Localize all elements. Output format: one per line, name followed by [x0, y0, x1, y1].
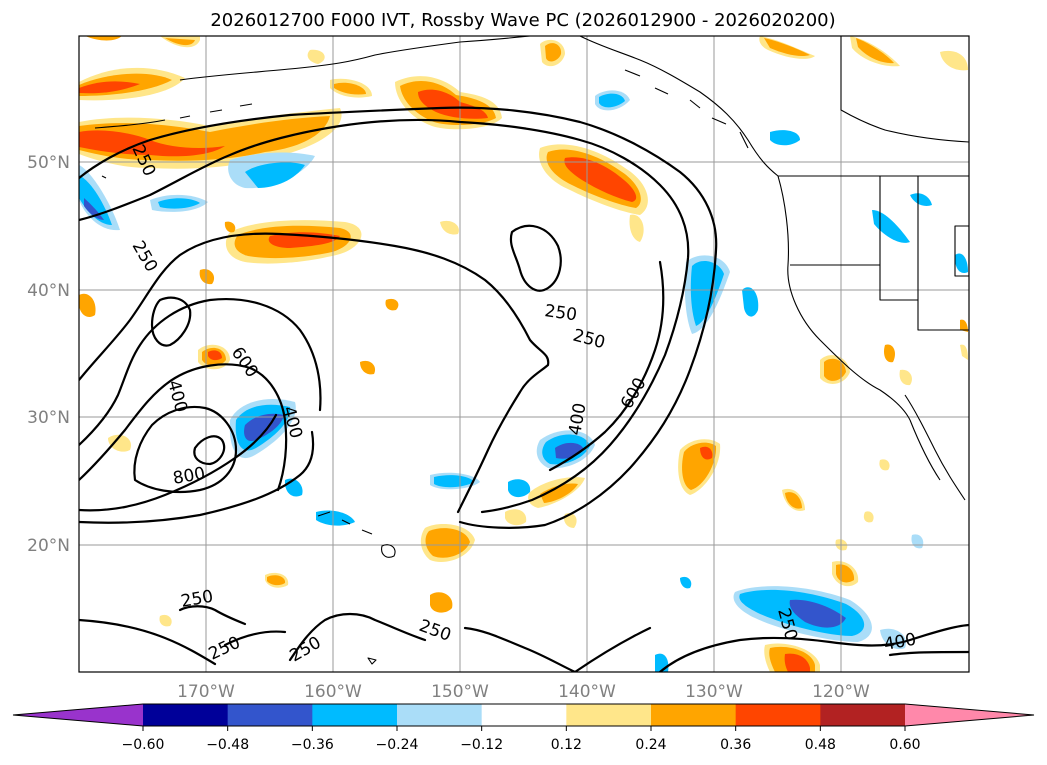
colorbar-segment	[735, 704, 821, 726]
colorbar-segment	[397, 704, 483, 726]
map-frame	[78, 35, 970, 673]
colorbar-tick-label: −0.60	[122, 737, 165, 753]
colorbar-segment	[481, 704, 567, 726]
colorbar-segment	[227, 704, 313, 726]
lat-label: 50°N	[27, 153, 70, 173]
colorbar-tick-label: −0.24	[376, 737, 419, 753]
lon-label: 170°W	[177, 682, 235, 702]
colorbar-tick-label: 0.24	[635, 737, 666, 753]
ivt-contours	[79, 106, 969, 672]
colorbar-tick-label: 0.12	[551, 737, 582, 753]
latitude-labels: 50°N 40°N 30°N 20°N	[27, 153, 70, 556]
graticule	[79, 36, 969, 672]
plot-title: 2026012700 F000 IVT, Rossby Wave PC (202…	[210, 10, 835, 31]
colorbar: −0.60 −0.48 −0.36 −0.24 −0.12 0.12 0.24 0.36 0.4…	[12, 703, 1035, 753]
colorbar-tick-label: 0.36	[720, 737, 751, 753]
longitude-labels: 170°W 160°W 150°W 140°W 130°W 120°W	[177, 682, 870, 702]
lon-label: 140°W	[558, 682, 616, 702]
colorbar-segment	[312, 704, 398, 726]
colorbar-segment	[651, 704, 737, 726]
coastlines	[94, 36, 969, 665]
colorbar-tick-label: 0.60	[889, 737, 920, 753]
colorbar-tick-label: −0.48	[206, 737, 249, 753]
lat-label: 40°N	[27, 281, 70, 301]
lon-label: 120°W	[812, 682, 870, 702]
colorbar-segment	[143, 704, 229, 726]
lon-label: 160°W	[304, 682, 362, 702]
lat-label: 30°N	[27, 408, 70, 428]
colorbar-extend-max	[905, 704, 1034, 726]
lat-label: 20°N	[27, 536, 70, 556]
colorbar-segment	[820, 704, 906, 726]
contour-label-250: 250	[543, 301, 578, 325]
colorbar-tick-label: 0.48	[805, 737, 836, 753]
colorbar-tick-label: −0.36	[291, 737, 334, 753]
lon-label: 150°W	[431, 682, 489, 702]
lon-label: 130°W	[685, 682, 743, 702]
colorbar-tick-label: −0.12	[460, 737, 503, 753]
colorbar-segment	[566, 704, 652, 726]
colorbar-extend-min	[13, 704, 143, 726]
